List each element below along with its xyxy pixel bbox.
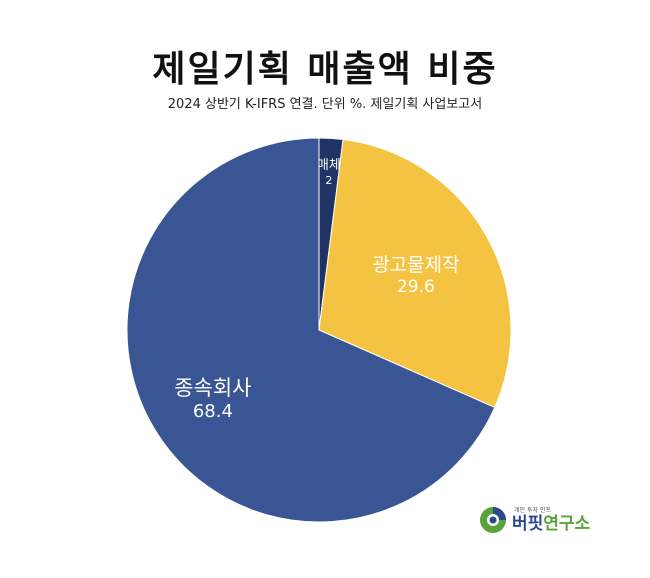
pie-slice-3 — [126, 137, 496, 523]
slice-value-2: 29.6 — [397, 277, 435, 297]
logo-name: 버핏연구소 — [512, 514, 590, 534]
slice-value-3: 68.4 — [193, 401, 233, 422]
logo: 개인 투자 인프 버핏연구소 — [478, 505, 590, 535]
chart-title: 제일기획 매출액 비중 — [152, 49, 498, 90]
slice-value-1: 2 — [325, 174, 332, 187]
logo-icon — [480, 507, 506, 533]
slice-label-3: 종속회사 — [174, 376, 251, 400]
slice-label-2: 광고물제작 — [372, 254, 459, 276]
chart-subtitle: 2024 상반기 K-IFRS 연결. 단위 %. 제일기획 사업보고서 — [167, 97, 483, 112]
logo-tagline: 개인 투자 인프 — [514, 506, 551, 514]
logo-name-part1: 버핏 — [512, 513, 544, 534]
pie-slice-2 — [318, 138, 512, 409]
slice-label-1: 매체 — [317, 158, 341, 173]
logo-name-part2: 연구소 — [543, 513, 591, 534]
